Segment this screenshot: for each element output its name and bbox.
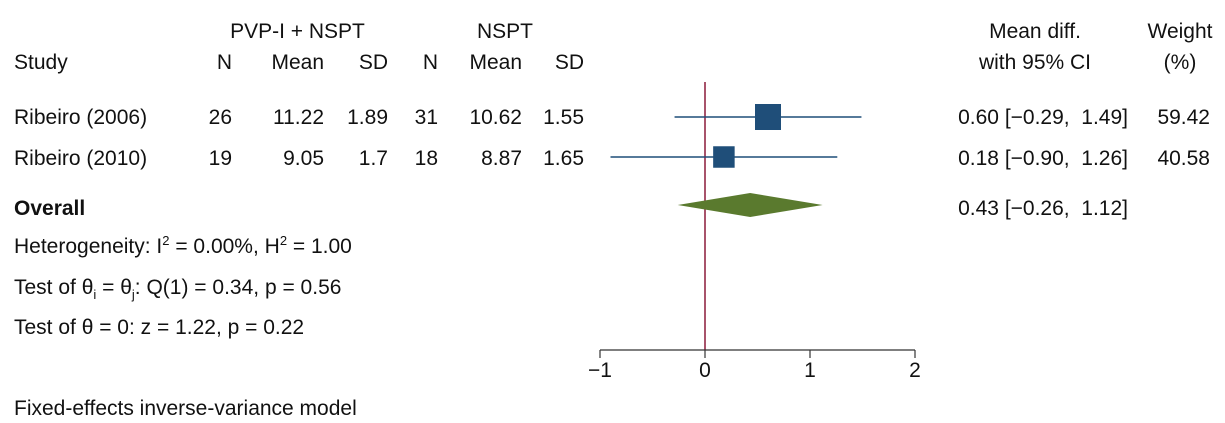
study-name: Ribeiro (2006) xyxy=(14,106,148,129)
n2-header: N xyxy=(422,51,438,74)
sd1-cell: 1.7 xyxy=(358,147,388,170)
overall-diamond xyxy=(677,193,823,217)
x-tick-label: 2 xyxy=(909,359,921,382)
n1-cell: 19 xyxy=(208,147,232,170)
sd2-cell: 1.55 xyxy=(543,106,584,129)
n1-cell: 26 xyxy=(208,106,232,129)
weight-cell: 59.42 xyxy=(1157,106,1210,129)
effect-header-line1: Mean diff. xyxy=(989,20,1081,43)
homogeneity-test: Test of θi = θj: Q(1) = 0.34, p = 0.56 xyxy=(14,276,342,303)
weight-header-line1: Weight xyxy=(1147,20,1213,43)
sd1-cell: 1.89 xyxy=(347,106,388,129)
group2-header: NSPT xyxy=(476,20,533,43)
effect-header-line2: with 95% CI xyxy=(978,51,1092,74)
n1-header: N xyxy=(216,51,232,74)
x-tick-label: 0 xyxy=(699,359,711,382)
sd2-header: SD xyxy=(554,51,584,74)
mean2-header: Mean xyxy=(469,51,522,74)
overall-ci-text: 0.43 [−0.26, 1.12] xyxy=(958,197,1128,220)
heterogeneity-stat: Heterogeneity: I2 = 0.00%, H2 = 1.00 xyxy=(14,233,352,258)
group1-header: PVP-I + NSPT xyxy=(230,20,365,43)
overall-label: Overall xyxy=(14,197,86,220)
mean1-header: Mean xyxy=(271,51,324,74)
weight-cell: 40.58 xyxy=(1157,147,1210,170)
mean2-cell: 10.62 xyxy=(469,106,522,129)
overall-effect-test: Test of θ = 0: z = 1.22, p = 0.22 xyxy=(14,316,305,339)
x-tick-label: 1 xyxy=(804,359,816,382)
n2-cell: 31 xyxy=(414,106,438,129)
study-marker xyxy=(755,104,781,130)
study-marker xyxy=(713,146,735,168)
model-note: Fixed-effects inverse-variance model xyxy=(14,397,357,420)
sd2-cell: 1.65 xyxy=(543,147,584,170)
ci-text: 0.18 [−0.90, 1.26] xyxy=(958,147,1128,170)
study-header: Study xyxy=(14,51,68,74)
weight-header-line2: (%) xyxy=(1163,51,1197,74)
ci-text: 0.60 [−0.29, 1.49] xyxy=(958,106,1128,129)
sd1-header: SD xyxy=(358,51,388,74)
x-tick-label: −1 xyxy=(588,359,612,382)
mean1-cell: 9.05 xyxy=(283,147,324,170)
n2-cell: 18 xyxy=(414,147,438,170)
mean2-cell: 8.87 xyxy=(481,147,522,170)
mean1-cell: 11.22 xyxy=(273,106,324,129)
study-name: Ribeiro (2010) xyxy=(14,147,148,170)
